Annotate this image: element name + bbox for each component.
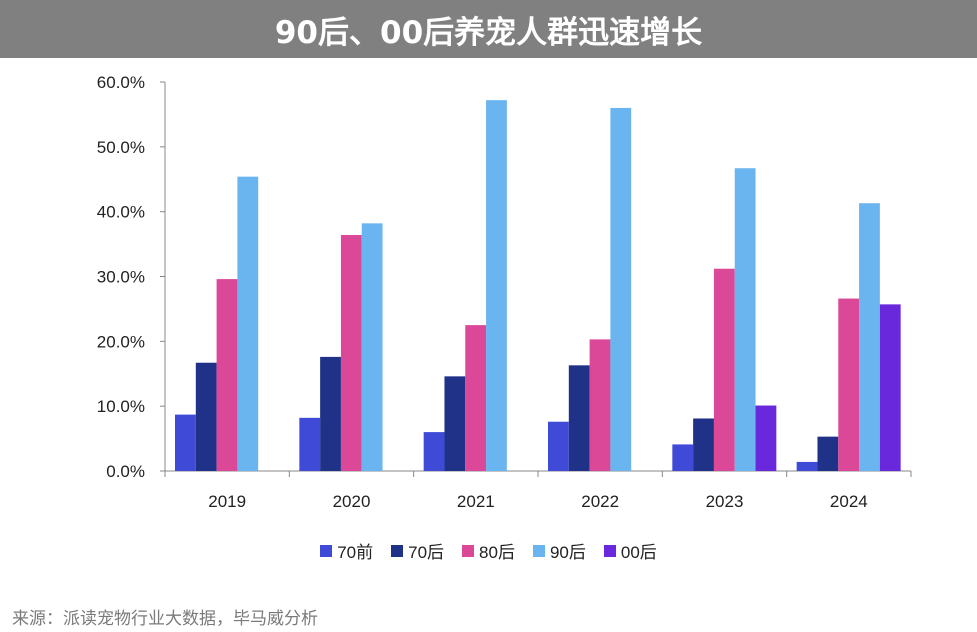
bar-70后-2024 <box>817 436 839 471</box>
bar-70前-2020 <box>299 417 321 471</box>
bar-80后-2020 <box>340 235 362 471</box>
legend: 70前 70后 80后 90后 00后 <box>0 538 977 563</box>
legend-swatch <box>532 544 545 557</box>
x-tick-label: 2021 <box>457 492 495 511</box>
bar-70前-2023 <box>672 444 694 471</box>
bar-90后-2019 <box>237 176 259 471</box>
legend-swatch <box>320 544 333 557</box>
x-tick-label: 2024 <box>830 492 868 511</box>
legend-label: 70前 <box>337 543 374 562</box>
bar-70前-2021 <box>423 432 445 471</box>
bar-90后-2024 <box>859 203 880 471</box>
bar-90后-2021 <box>486 100 507 472</box>
bar-80后-2022 <box>589 339 611 471</box>
bar-chart: 0.0% 10.0% 20.0% 30.0% 40.0% 50.0% 60.0% 2019 20… <box>97 73 912 511</box>
bar-80后-2021 <box>465 325 487 471</box>
bar-90后-2023 <box>734 168 756 471</box>
bar-00后-2024 <box>879 304 901 471</box>
x-tick-label: 2020 <box>333 492 371 511</box>
y-tick-label: 60.0% <box>97 73 145 92</box>
legend-item: 70前 <box>320 538 373 563</box>
y-tick-label: 30.0% <box>97 268 145 287</box>
bar-70前-2024 <box>796 461 818 471</box>
bar-90后-2020 <box>361 223 383 471</box>
legend-label: 70后 <box>408 543 445 562</box>
bar-70后-2021 <box>444 376 466 471</box>
source-note: 来源：派读宠物行业大数据，毕马威分析 <box>12 609 318 629</box>
legend-label: 00后 <box>620 543 657 562</box>
chart-title: 90后、00后养宠人群迅速增长 <box>274 14 703 51</box>
legend-label: 80后 <box>479 543 515 562</box>
legend-swatch <box>391 544 404 557</box>
bar-80后-2019 <box>216 279 238 471</box>
bar-90后-2022 <box>610 107 632 471</box>
legend-item: 00后 <box>603 538 657 563</box>
x-tick-label: 2022 <box>581 492 619 511</box>
y-tick-label: 10.0% <box>97 397 145 416</box>
x-tick-label: 2019 <box>208 492 246 511</box>
bar-80后-2024 <box>838 298 860 471</box>
title-bar: 90后、00后养宠人群迅速增长 <box>0 0 977 58</box>
legend-item: 70后 <box>391 538 444 563</box>
bar-80后-2023 <box>713 268 735 471</box>
y-tick-label: 20.0% <box>97 332 145 351</box>
y-tick-label: 40.0% <box>97 203 145 222</box>
bar-70前-2022 <box>548 421 569 471</box>
legend-label: 90后 <box>549 543 586 562</box>
y-tick-label: 50.0% <box>97 138 145 157</box>
legend-swatch <box>603 544 616 557</box>
bar-70后-2019 <box>195 362 217 471</box>
bar-00后-2023 <box>755 405 777 471</box>
y-tick-label: 0.0% <box>106 462 145 481</box>
legend-item: 80后 <box>462 538 515 563</box>
bar-70后-2022 <box>568 365 590 471</box>
bar-70后-2023 <box>693 418 714 471</box>
legend-swatch <box>462 544 475 557</box>
bar-70后-2020 <box>320 356 341 471</box>
x-tick-label: 2023 <box>706 492 744 511</box>
bar-70前-2019 <box>175 414 196 471</box>
legend-item: 90后 <box>532 538 586 563</box>
